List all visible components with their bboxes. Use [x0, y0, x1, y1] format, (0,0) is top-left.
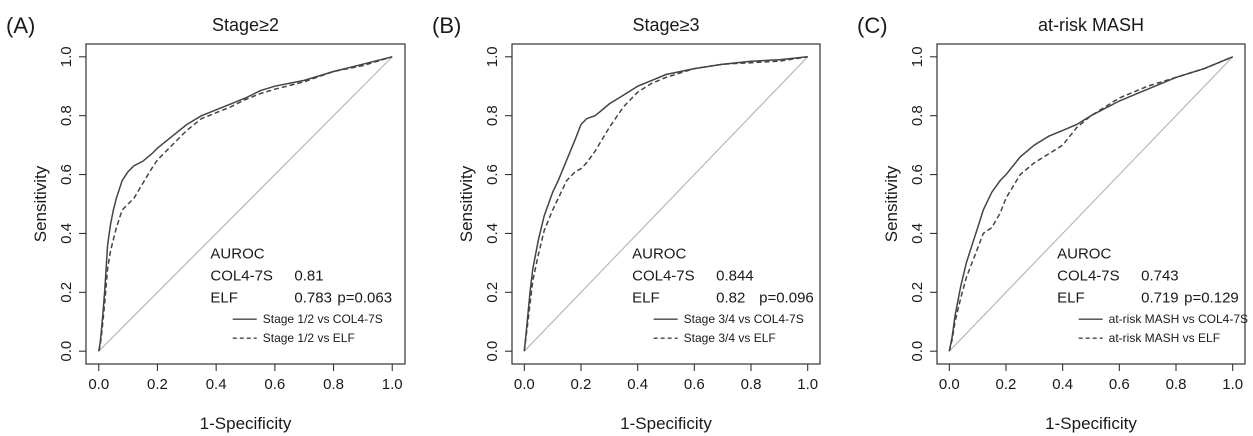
y-tick-label: 0.6 — [484, 164, 501, 185]
y-tick-label: 0.6 — [909, 164, 926, 185]
x-tick-label: 1.0 — [1222, 376, 1243, 393]
auroc-row-value: 0.82 — [716, 289, 745, 306]
auroc-row-value: 0.844 — [716, 267, 754, 284]
x-tick-label: 0.4 — [627, 376, 648, 393]
x-axis-label: 1-Specificity — [200, 414, 292, 433]
auroc-row-pvalue: p=0.129 — [1184, 289, 1239, 306]
x-tick-label: 0.6 — [264, 376, 285, 393]
y-tick-label: 0.6 — [58, 164, 75, 185]
legend-entry: Stage 1/2 vs COL4-7S — [263, 312, 383, 326]
y-axis-label: Sensitivity — [882, 165, 901, 242]
y-tick-label: 0.2 — [58, 282, 75, 303]
x-axis-label: 1-Specificity — [620, 414, 712, 433]
x-axis-label: 1-Specificity — [1045, 414, 1137, 433]
roc-curve-elf — [523, 56, 808, 352]
plot-frame — [85, 43, 406, 365]
x-tick-label: 0.6 — [684, 376, 705, 393]
panel-title: at-risk MASH — [1038, 15, 1144, 35]
auroc-row-name: COL4-7S — [632, 267, 695, 284]
roc-panel-3: 0.0 0.2 0.4 0.6 0.8 1.0 0.0 0.2 0.4 0.6 0.8 1.0 1-Sp… — [857, 13, 1248, 433]
auroc-row-name: ELF — [210, 289, 238, 306]
auroc-row-pvalue: p=0.096 — [759, 289, 814, 306]
x-tick-label: 0.2 — [571, 376, 592, 393]
y-tick-label: 0.4 — [909, 223, 926, 244]
legend-entry: Stage 3/4 vs ELF — [684, 331, 776, 345]
legend-entry: Stage 3/4 vs COL4-7S — [684, 312, 804, 326]
auroc-row-value: 0.719 — [1141, 289, 1179, 306]
y-axis-label: Sensitivity — [31, 165, 50, 242]
legend-entry: at-risk MASH vs ELF — [1109, 331, 1220, 345]
panel-letter: (A) — [6, 13, 35, 38]
panel-letter: (B) — [432, 13, 461, 38]
y-tick-label: 0.8 — [58, 105, 75, 126]
plot-frame — [511, 43, 821, 365]
y-tick-label: 0.0 — [484, 341, 501, 362]
auroc-row-pvalue: p=0.063 — [337, 289, 392, 306]
roc-curve-elf — [948, 56, 1233, 352]
legend-entry: at-risk MASH vs COL4-7S — [1109, 312, 1248, 326]
x-tick-label: 0.8 — [323, 376, 344, 393]
panel-title: Stage≥2 — [212, 15, 279, 35]
auroc-heading: AUROC — [632, 245, 686, 262]
reference-diagonal — [523, 56, 809, 352]
y-tick-label: 0.0 — [58, 341, 75, 362]
y-tick-label: 0.8 — [909, 105, 926, 126]
y-tick-label: 1.0 — [58, 46, 75, 67]
roc-curve-col4-7s — [948, 56, 1233, 352]
panel-title: Stage≥3 — [633, 15, 700, 35]
plot-frame — [936, 43, 1246, 365]
auroc-row-value: 0.81 — [294, 267, 323, 284]
x-tick-label: 0.0 — [939, 376, 960, 393]
x-tick-label: 0.4 — [1052, 376, 1073, 393]
x-tick-label: 0.4 — [206, 376, 227, 393]
x-tick-label: 0.8 — [1166, 376, 1187, 393]
y-tick-label: 1.0 — [484, 46, 501, 67]
auroc-row-value: 0.743 — [1141, 267, 1179, 284]
reference-diagonal — [948, 56, 1234, 352]
auroc-row-name: COL4-7S — [210, 267, 273, 284]
x-tick-label: 0.8 — [741, 376, 762, 393]
y-tick-label: 1.0 — [909, 46, 926, 67]
x-tick-label: 1.0 — [797, 376, 818, 393]
auroc-heading: AUROC — [1057, 245, 1111, 262]
y-tick-label: 0.2 — [909, 282, 926, 303]
x-tick-label: 0.2 — [996, 376, 1017, 393]
y-tick-label: 0.2 — [484, 282, 501, 303]
auroc-heading: AUROC — [210, 245, 264, 262]
legend-entry: Stage 1/2 vs ELF — [263, 331, 355, 345]
auroc-row-name: ELF — [1057, 289, 1085, 306]
x-tick-label: 1.0 — [382, 376, 403, 393]
y-tick-label: 0.4 — [484, 223, 501, 244]
x-tick-label: 0.6 — [1109, 376, 1130, 393]
auroc-row-name: COL4-7S — [1057, 267, 1120, 284]
y-tick-label: 0.4 — [58, 223, 75, 244]
panel-letter: (C) — [857, 13, 888, 38]
roc-curve-col4-7s — [98, 56, 393, 352]
roc-curve-elf — [98, 56, 393, 352]
x-tick-label: 0.0 — [88, 376, 109, 393]
y-tick-label: 0.8 — [484, 105, 501, 126]
y-tick-label: 0.0 — [909, 341, 926, 362]
roc-panel-1: 0.0 0.2 0.4 0.6 0.8 1.0 0.0 0.2 0.4 0.6 0.8 1.0 1-Sp… — [6, 13, 406, 433]
x-tick-label: 0.2 — [147, 376, 168, 393]
auroc-row-value: 0.783 — [294, 289, 332, 306]
roc-panel-2: 0.0 0.2 0.4 0.6 0.8 1.0 0.0 0.2 0.4 0.6 0.8 1.0 1-Sp… — [432, 13, 821, 433]
y-axis-label: Sensitivity — [457, 165, 476, 242]
reference-diagonal — [98, 56, 393, 352]
auroc-row-name: ELF — [632, 289, 660, 306]
x-tick-label: 0.0 — [514, 376, 535, 393]
